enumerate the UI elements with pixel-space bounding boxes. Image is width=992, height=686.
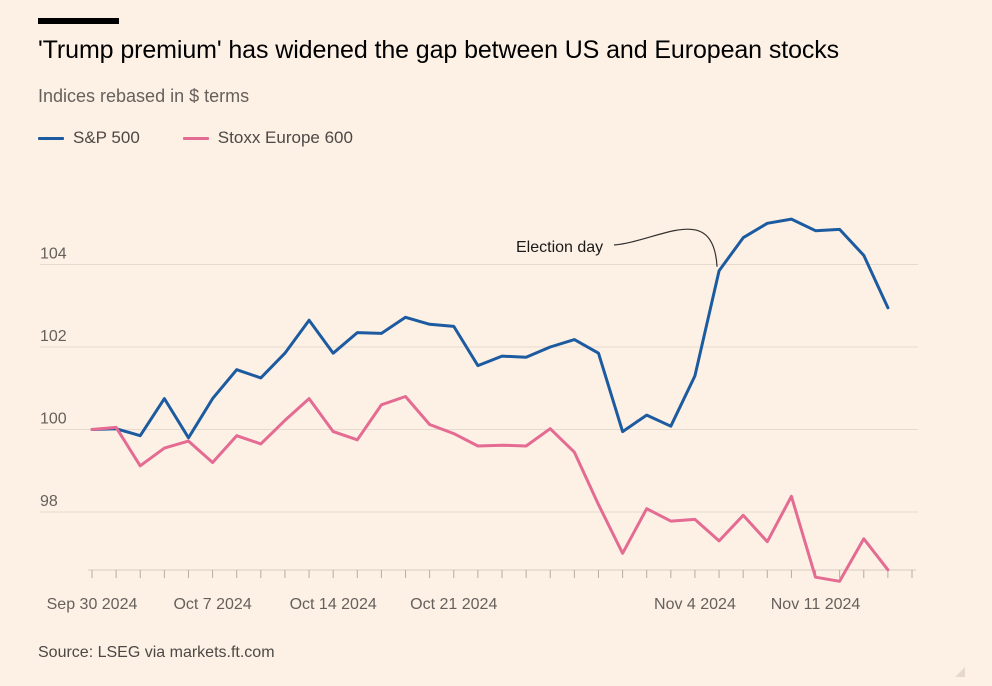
title-accent-bar — [38, 18, 119, 24]
x-tick-label: Nov 11 2024 — [771, 596, 861, 613]
legend-label-stoxx600: Stoxx Europe 600 — [217, 128, 353, 147]
legend-item-stoxx600: Stoxx Europe 600 — [182, 128, 353, 148]
legend-item-sp500: S&P 500 — [38, 128, 140, 148]
annotations: Election day — [516, 228, 718, 267]
y-tick-label-100: 100 — [40, 411, 67, 428]
x-tick-label: Nov 4 2024 — [654, 596, 736, 613]
x-axis: Sep 30 2024 Oct 7 2024 Oct 14 2024 Oct 21 2… — [47, 569, 916, 613]
line-chart: 98 100 102 104 Sep 30 2024 Oct 7 2024 Oct 14 … — [40, 217, 918, 613]
legend-label-sp500: S&P 500 — [73, 128, 140, 147]
legend-swatch-sp500 — [38, 136, 64, 140]
x-tick-label: Oct 7 2024 — [173, 596, 251, 613]
annotation-leader-line — [613, 228, 718, 267]
series-line-stoxx600 — [90, 395, 890, 583]
legend-swatch-stoxx600 — [182, 136, 209, 140]
chart-title: 'Trump premium' has widened the gap betw… — [38, 36, 840, 64]
x-tick-label: Oct 14 2024 — [290, 596, 377, 613]
y-axis-ticks: 98 100 102 104 — [40, 246, 67, 511]
source-note: Source: LSEG via markets.ft.com — [38, 644, 275, 661]
legend: S&P 500 Stoxx Europe 600 — [38, 127, 396, 149]
x-tick-label: Sep 30 2024 — [47, 596, 138, 613]
series-line-sp500 — [90, 217, 890, 440]
chart-subtitle: Indices rebased in $ terms — [38, 86, 250, 106]
y-tick-label-104: 104 — [40, 246, 67, 263]
x-tick-label: Oct 21 2024 — [410, 596, 497, 613]
annotation-label: Election day — [516, 239, 603, 256]
series-lines — [90, 217, 890, 583]
gridlines — [40, 264, 918, 513]
y-tick-label-102: 102 — [40, 328, 67, 345]
y-tick-label-98: 98 — [40, 493, 58, 510]
resize-grip-icon[interactable] — [952, 664, 966, 678]
